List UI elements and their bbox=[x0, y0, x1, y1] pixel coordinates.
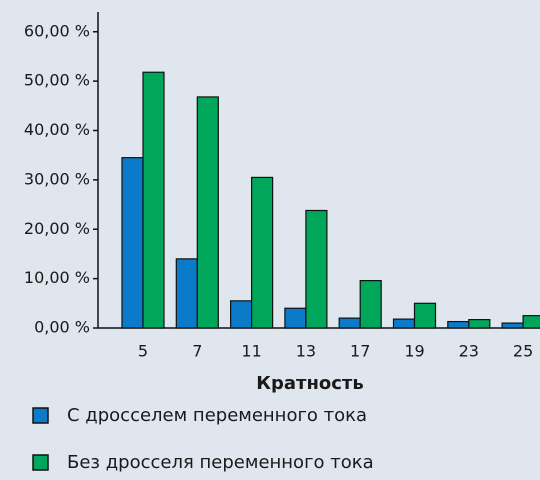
y-tick-label: 40,00 % bbox=[24, 120, 90, 139]
bar bbox=[142, 71, 165, 329]
bar bbox=[251, 176, 274, 329]
y-tick-label: 20,00 % bbox=[24, 219, 90, 238]
bar bbox=[522, 315, 540, 329]
x-tick-label: 11 bbox=[241, 342, 261, 361]
bar bbox=[413, 302, 437, 329]
x-tick-label: 13 bbox=[296, 342, 316, 361]
bar bbox=[338, 317, 361, 329]
legend-label: Без дросселя переменного тока bbox=[67, 452, 374, 473]
legend-label: С дросселем переменного тока bbox=[67, 405, 367, 426]
bar bbox=[230, 300, 253, 329]
y-tick-label: 60,00 % bbox=[24, 21, 90, 40]
bar bbox=[392, 318, 416, 329]
x-tick-label: 25 bbox=[513, 342, 533, 361]
legend-swatch bbox=[32, 454, 49, 471]
x-tick-label: 7 bbox=[192, 342, 202, 361]
bar bbox=[305, 209, 328, 329]
bar bbox=[196, 96, 219, 329]
x-axis-title: Кратность bbox=[256, 373, 363, 394]
legend-swatch bbox=[32, 407, 49, 424]
x-tick-label: 19 bbox=[404, 342, 424, 361]
bar bbox=[175, 258, 198, 329]
bar bbox=[121, 157, 144, 329]
x-tick-label: 5 bbox=[138, 342, 148, 361]
y-tick-label: 30,00 % bbox=[24, 169, 90, 188]
bar bbox=[501, 322, 524, 329]
bar bbox=[359, 280, 382, 329]
y-tick-label: 0,00 % bbox=[34, 318, 90, 337]
y-tick-label: 10,00 % bbox=[24, 268, 90, 287]
bar bbox=[284, 307, 307, 329]
x-tick-label: 17 bbox=[350, 342, 370, 361]
bar bbox=[468, 319, 491, 329]
bar bbox=[447, 320, 470, 329]
y-tick-label: 50,00 % bbox=[24, 71, 90, 90]
x-tick-label: 23 bbox=[459, 342, 479, 361]
